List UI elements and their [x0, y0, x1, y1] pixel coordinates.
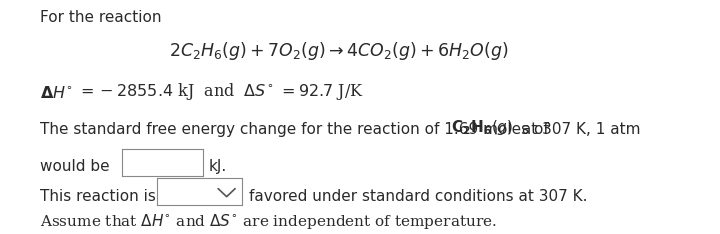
- Text: favored under standard conditions at 307 K.: favored under standard conditions at 307…: [249, 189, 588, 204]
- Text: at 307 K, 1 atm: at 307 K, 1 atm: [517, 122, 641, 137]
- Text: The standard free energy change for the reaction of 1.69 moles of: The standard free energy change for the …: [40, 122, 553, 137]
- Text: kJ.: kJ.: [209, 159, 227, 174]
- Text: $\mathbf{\Delta} H^{\circ}$: $\mathbf{\Delta} H^{\circ}$: [40, 85, 72, 102]
- Text: Assume that $\Delta H^{\circ}$ and $\Delta S^{\circ}$ are independent of tempera: Assume that $\Delta H^{\circ}$ and $\Del…: [40, 212, 496, 231]
- Text: $\mathbf{C_2H_6}$$(g)$: $\mathbf{C_2H_6}$$(g)$: [451, 118, 513, 137]
- Text: This reaction is: This reaction is: [40, 189, 156, 204]
- Text: $2C_2H_6(g) + 7O_2(g) \rightarrow 4CO_2(g) + 6H_2O(g)$: $2C_2H_6(g) + 7O_2(g) \rightarrow 4CO_2(…: [168, 40, 508, 62]
- Text: For the reaction: For the reaction: [40, 10, 161, 25]
- Text: $= -2855.4$ kJ  and  $\Delta S^{\circ}$ $= 92.7$ J/K: $= -2855.4$ kJ and $\Delta S^{\circ}$ $=…: [72, 81, 364, 102]
- Text: would be: would be: [40, 159, 109, 174]
